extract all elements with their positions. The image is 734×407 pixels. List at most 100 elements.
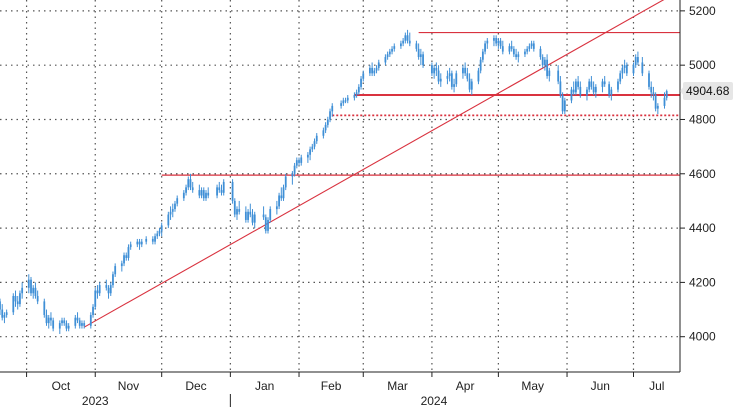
candle-body <box>1 309 4 318</box>
candle-body <box>386 54 389 58</box>
candle-body <box>439 78 442 82</box>
candle-body <box>191 187 194 191</box>
candle-body <box>291 173 294 177</box>
candle-body <box>484 43 486 52</box>
candle-body <box>373 70 376 74</box>
candle-body <box>185 187 187 193</box>
last-price-pointer <box>680 85 685 98</box>
candle-body <box>433 67 436 74</box>
candle-body <box>574 81 577 93</box>
candle-body <box>98 285 101 294</box>
candle-body <box>563 100 566 112</box>
candle-body <box>233 200 236 215</box>
x-month-label: Oct <box>52 379 71 393</box>
candle-body <box>340 103 343 106</box>
candle-body <box>391 48 393 52</box>
candle-body <box>524 51 526 55</box>
candle-body <box>594 86 597 93</box>
candle-body <box>479 59 482 71</box>
y-tick-label: 4800 <box>689 112 716 126</box>
candle-body <box>58 323 61 329</box>
candle-body <box>406 35 409 41</box>
x-month-label: Apr <box>456 379 475 393</box>
candle-body <box>592 86 595 93</box>
candle-body <box>617 81 619 90</box>
candle-body <box>404 35 407 41</box>
candle-body <box>176 198 179 204</box>
candle-body <box>634 57 637 66</box>
candle-body <box>632 65 635 74</box>
candle-body <box>112 274 114 286</box>
candle-body <box>546 59 549 77</box>
candle-body <box>19 293 21 305</box>
x-month-label: Mar <box>387 379 408 393</box>
candle-body <box>127 247 130 258</box>
candle-body <box>313 141 316 147</box>
candle-body <box>512 48 515 55</box>
candle-body <box>0 301 1 310</box>
candle-body <box>189 179 192 188</box>
candle-body <box>27 279 30 288</box>
candle-body <box>431 65 433 74</box>
candle-body <box>493 38 495 41</box>
candle-body <box>435 67 438 71</box>
candle-body <box>417 48 420 58</box>
candle-body <box>187 179 190 188</box>
candle-body <box>171 209 174 212</box>
candle-body <box>548 70 551 77</box>
candle-body <box>202 190 205 199</box>
candle-body <box>216 187 218 196</box>
candle-body <box>5 312 8 315</box>
candle-body <box>623 65 626 68</box>
candle-body <box>453 84 455 87</box>
candle-body <box>154 236 156 242</box>
candle-body <box>30 279 32 294</box>
candle-body <box>247 211 249 220</box>
candle-body <box>526 48 529 52</box>
candle-body <box>145 238 148 242</box>
candle-body <box>284 176 287 188</box>
candle-body <box>222 181 225 193</box>
last-price-tag-bg <box>683 82 733 101</box>
candle-body <box>200 190 203 196</box>
candle-body <box>561 95 564 112</box>
y-tick-label: 4200 <box>689 275 716 289</box>
candle-body <box>253 214 256 223</box>
candle-body <box>282 187 285 199</box>
candle-body <box>586 89 588 96</box>
candle-body <box>36 295 39 302</box>
candle-body <box>65 323 68 329</box>
candle-body <box>603 81 606 85</box>
x-axis: Oct Nov Dec Jan Feb Mar Apr May Jun Jul 2023 2024 <box>0 371 680 407</box>
candle-body <box>375 67 378 71</box>
candle-body <box>45 314 48 324</box>
candle-body <box>481 51 484 60</box>
candlesticks <box>0 29 668 334</box>
candle-body <box>342 100 345 104</box>
candle-body <box>388 51 391 55</box>
candle-body <box>415 43 418 49</box>
candle-body <box>123 255 125 264</box>
candle-body <box>360 78 362 87</box>
trendline <box>83 0 665 328</box>
y-tick-label: 5000 <box>689 58 716 72</box>
candle-body <box>344 100 347 102</box>
candle-body <box>125 255 128 258</box>
candle-body <box>543 59 546 66</box>
candle-body <box>353 95 356 98</box>
x-month-label: Jun <box>591 379 610 393</box>
candle-body <box>517 54 520 58</box>
candle-body <box>76 317 79 321</box>
candle-body <box>510 46 513 49</box>
candle-body <box>295 160 298 166</box>
candle-body <box>572 89 575 93</box>
candle-body <box>515 54 517 58</box>
candle-body <box>61 320 63 324</box>
candle-body <box>198 190 201 196</box>
x-month-label: May <box>521 379 544 393</box>
candle-body <box>264 217 267 231</box>
candle-body <box>207 192 210 196</box>
candle-body <box>497 40 500 44</box>
chart-grid <box>0 0 680 372</box>
candle-body <box>218 187 221 191</box>
